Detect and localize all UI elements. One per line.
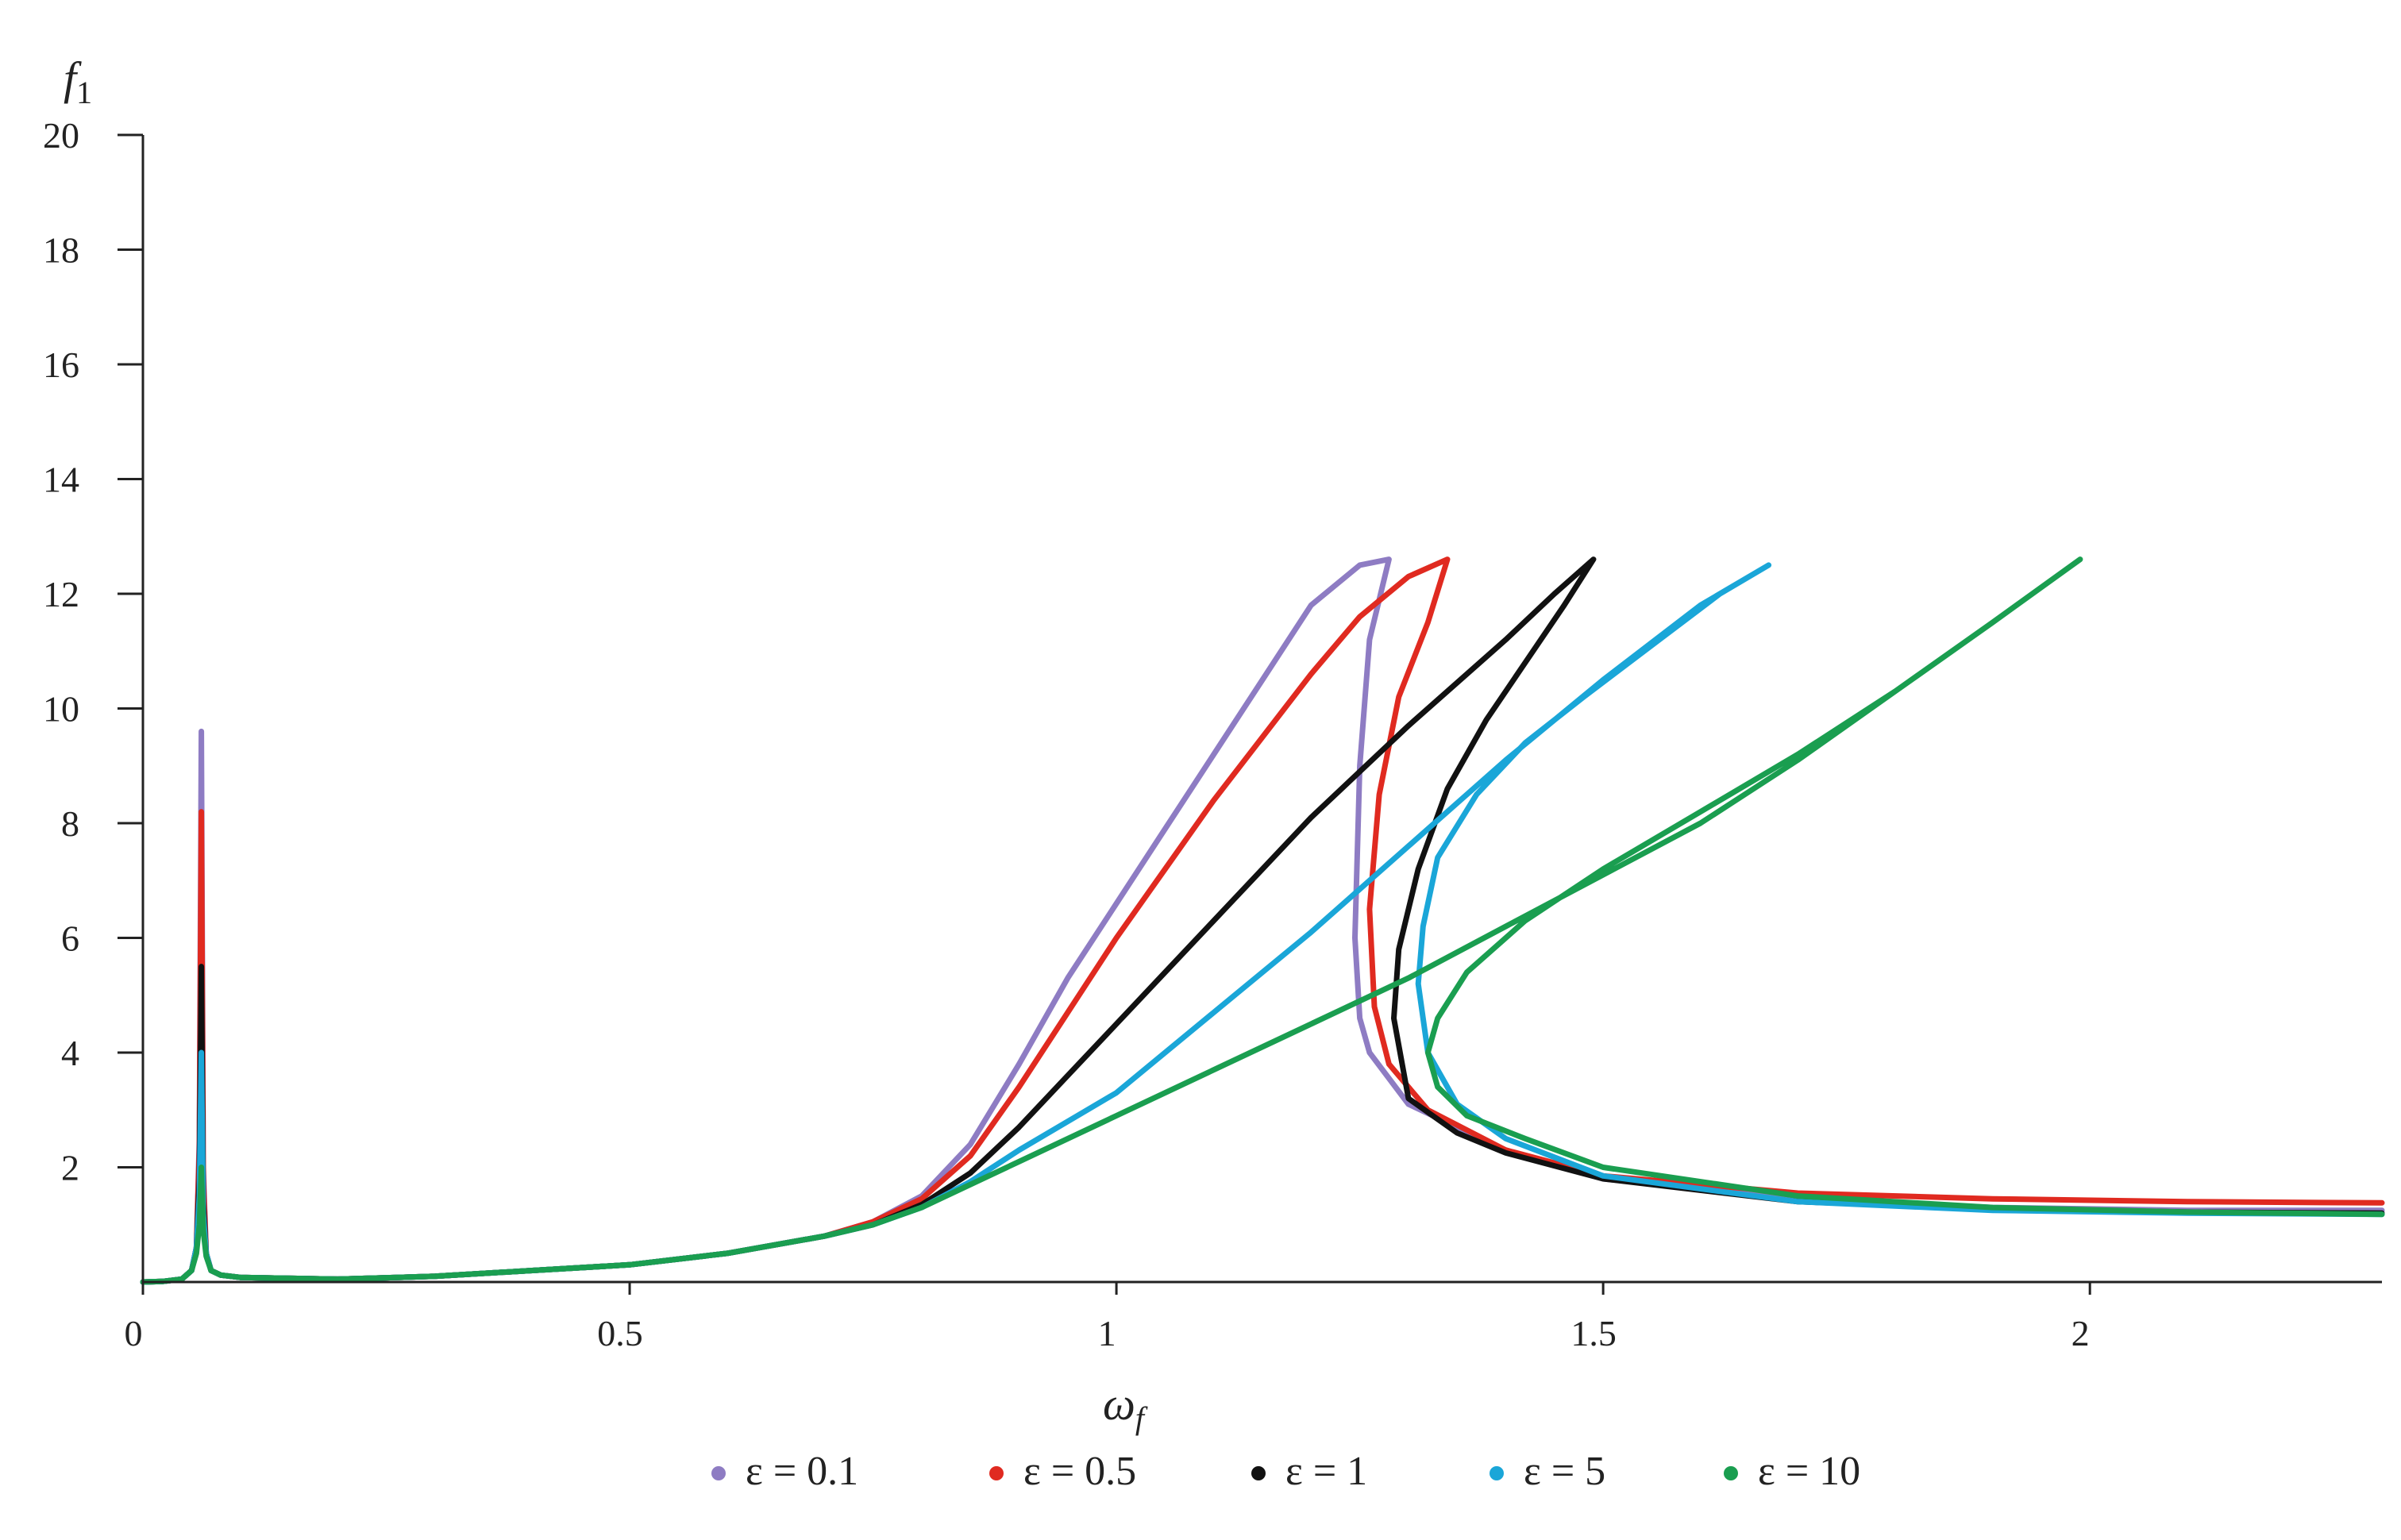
y-tick-label: 4 bbox=[61, 1033, 79, 1073]
y-tick-label: 14 bbox=[43, 460, 79, 500]
legend-label-4: ε = 5 bbox=[1524, 1449, 1605, 1494]
x-tick-label: 0 bbox=[125, 1313, 143, 1353]
y-tick-label: 6 bbox=[61, 918, 79, 959]
y-tick-label: 10 bbox=[43, 689, 79, 730]
legend-marker-1 bbox=[711, 1466, 726, 1480]
legend-label-2: ε = 0.5 bbox=[1023, 1449, 1136, 1494]
legend-marker-2 bbox=[989, 1466, 1004, 1480]
y-tick-label: 12 bbox=[43, 574, 79, 614]
y-tick-label: 8 bbox=[61, 803, 79, 844]
series-layer bbox=[140, 556, 2385, 1285]
series-line-2 bbox=[140, 556, 2385, 1285]
legend-marker-5 bbox=[1724, 1466, 1738, 1480]
legend-label-3: ε = 1 bbox=[1285, 1449, 1367, 1494]
series-line-4 bbox=[140, 562, 2385, 1285]
x-tick-label: 1 bbox=[1098, 1313, 1116, 1353]
y-tick-label: 20 bbox=[43, 115, 79, 156]
y-tick-label: 2 bbox=[61, 1148, 79, 1188]
legend-label-5: ε = 10 bbox=[1758, 1449, 1860, 1494]
series-line-3 bbox=[140, 556, 2385, 1285]
series-line-1 bbox=[140, 556, 2385, 1285]
x-tick-label: 0.5 bbox=[597, 1313, 643, 1353]
legend-marker-3 bbox=[1251, 1466, 1266, 1480]
x-tick-label: 2 bbox=[2071, 1313, 2090, 1353]
y-tick-label: 16 bbox=[43, 345, 79, 385]
x-ticks: 0 0.5 1 1.5 2 bbox=[125, 1282, 2091, 1353]
legend: ε = 0.1 ε = 0.5 ε = 1 ε = 5 ε = 10 bbox=[711, 1449, 1860, 1494]
axes bbox=[141, 135, 2382, 1284]
y-axis-title: f1 bbox=[64, 52, 92, 110]
legend-marker-4 bbox=[1490, 1466, 1504, 1480]
x-tick-label: 1.5 bbox=[1570, 1313, 1617, 1353]
y-ticks: 2 4 6 8 10 12 14 16 18 20 bbox=[43, 115, 143, 1188]
legend-label-1: ε = 0.1 bbox=[746, 1449, 858, 1494]
y-tick-label: 18 bbox=[43, 230, 79, 271]
x-axis-title: ωf bbox=[1103, 1378, 1148, 1436]
series-line-5 bbox=[140, 556, 2385, 1285]
